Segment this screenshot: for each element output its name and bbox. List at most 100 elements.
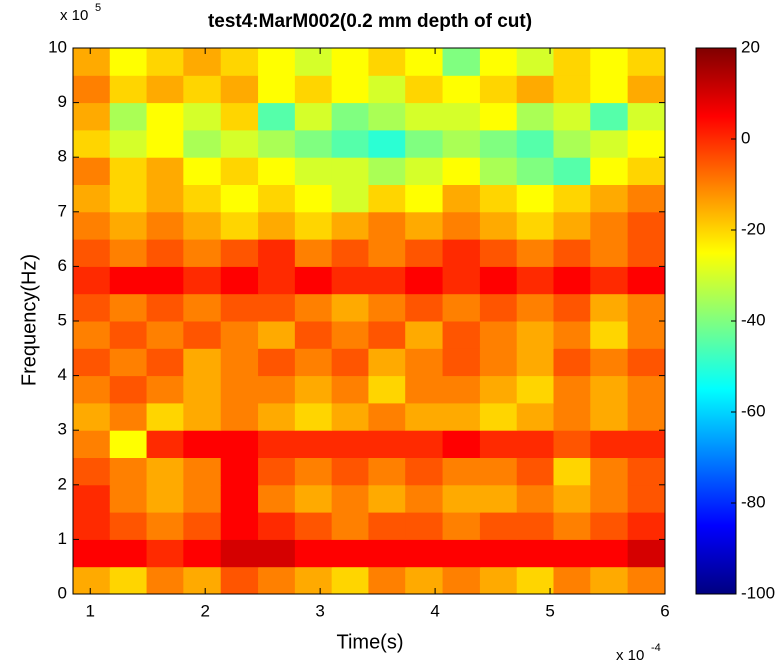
heatmap-cell bbox=[294, 539, 333, 568]
heatmap-cell bbox=[405, 293, 444, 322]
heatmap-cell bbox=[627, 266, 666, 295]
heatmap-cell bbox=[73, 211, 111, 240]
heatmap-cell bbox=[627, 375, 666, 404]
colorbar-tick-label: 20 bbox=[741, 37, 760, 56]
heatmap-cell bbox=[220, 566, 259, 595]
heatmap-cell bbox=[553, 512, 591, 540]
heatmap-cell bbox=[146, 348, 184, 377]
heatmap-cell bbox=[627, 129, 666, 158]
heatmap-cell bbox=[109, 102, 148, 131]
heatmap-cell bbox=[73, 266, 111, 295]
heatmap-cell bbox=[73, 48, 111, 76]
heatmap-cell bbox=[516, 430, 554, 458]
heatmap-cell bbox=[183, 293, 222, 322]
heatmap-cell bbox=[627, 211, 666, 240]
heatmap-cell bbox=[553, 129, 591, 158]
heatmap-cell bbox=[294, 184, 333, 213]
heatmap-cell bbox=[109, 321, 148, 349]
heatmap-cell bbox=[442, 48, 481, 76]
heatmap-cell bbox=[553, 321, 591, 349]
heatmap-cell bbox=[516, 157, 554, 185]
heatmap-cell bbox=[220, 484, 259, 513]
heatmap-cell bbox=[553, 430, 591, 458]
chart-title: test4:MarM002(0.2 mm depth of cut) bbox=[208, 11, 532, 32]
heatmap-cell bbox=[553, 375, 591, 404]
heatmap-cell bbox=[331, 566, 369, 595]
heatmap-cell bbox=[442, 430, 481, 458]
heatmap-cell bbox=[258, 239, 296, 267]
heatmap-cell bbox=[442, 184, 481, 213]
heatmap-cell bbox=[183, 321, 222, 349]
heatmap-cell bbox=[258, 457, 296, 486]
heatmap-cell bbox=[590, 539, 629, 568]
heatmap-cell bbox=[368, 239, 406, 267]
heatmap-cell bbox=[627, 102, 666, 131]
heatmap-cell bbox=[73, 566, 111, 595]
heatmap-cell bbox=[331, 75, 369, 104]
heatmap-cell bbox=[590, 321, 629, 349]
heatmap-cell bbox=[479, 375, 518, 404]
heatmap-cell bbox=[109, 430, 148, 458]
heatmap-cell bbox=[183, 48, 222, 76]
heatmap-cell bbox=[442, 512, 481, 540]
heatmap-cell bbox=[220, 157, 259, 185]
heatmap-cell bbox=[479, 539, 518, 568]
heatmap-cell bbox=[516, 402, 554, 431]
x-tick-label: 6 bbox=[660, 601, 669, 620]
heatmap-cell bbox=[479, 48, 518, 76]
heatmap-cell bbox=[294, 102, 333, 131]
heatmap-cell bbox=[368, 102, 406, 131]
heatmap-cell bbox=[183, 239, 222, 267]
heatmap-cell bbox=[590, 375, 629, 404]
heatmap-cell bbox=[405, 402, 444, 431]
heatmap-cell bbox=[627, 539, 666, 568]
heatmap-cell bbox=[220, 348, 259, 377]
heatmap-cell bbox=[146, 129, 184, 158]
heatmap-cell bbox=[183, 348, 222, 377]
heatmap-cell bbox=[590, 266, 629, 295]
y-tick-label: 8 bbox=[58, 147, 67, 166]
heatmap-cell bbox=[479, 430, 518, 458]
x-tick-label: 4 bbox=[430, 601, 439, 620]
heatmap-cell bbox=[627, 184, 666, 213]
heatmap-cell bbox=[479, 129, 518, 158]
heatmap-cell bbox=[442, 211, 481, 240]
heatmap-cell bbox=[516, 375, 554, 404]
heatmap-cell bbox=[405, 321, 444, 349]
heatmap-cell bbox=[627, 430, 666, 458]
heatmap-cell bbox=[258, 321, 296, 349]
colorbar-tick-label: 0 bbox=[741, 128, 750, 147]
heatmap-cell bbox=[294, 402, 333, 431]
heatmap-cell bbox=[146, 539, 184, 568]
heatmap-cell bbox=[183, 266, 222, 295]
heatmap-cell bbox=[516, 321, 554, 349]
heatmap-cell bbox=[109, 184, 148, 213]
heatmap-cell bbox=[479, 75, 518, 104]
heatmap-cell bbox=[146, 402, 184, 431]
heatmap-cell bbox=[220, 102, 259, 131]
heatmap-cell bbox=[331, 375, 369, 404]
heatmap-cell bbox=[331, 293, 369, 322]
heatmap-cell bbox=[368, 348, 406, 377]
y-tick-label: 1 bbox=[58, 529, 67, 548]
heatmap-cell bbox=[183, 457, 222, 486]
heatmap-cell bbox=[442, 321, 481, 349]
x-tick-label: 2 bbox=[200, 601, 209, 620]
heatmap-cell bbox=[590, 457, 629, 486]
heatmap-cell bbox=[627, 75, 666, 104]
y-tick-label: 4 bbox=[58, 365, 67, 384]
heatmap-cell bbox=[146, 266, 184, 295]
heatmap-cell bbox=[516, 75, 554, 104]
heatmap-cell bbox=[479, 457, 518, 486]
heatmap-cell bbox=[590, 184, 629, 213]
heatmap-cell bbox=[479, 102, 518, 131]
heatmap-cell bbox=[590, 129, 629, 158]
heatmap-cell bbox=[590, 157, 629, 185]
heatmap-cell bbox=[590, 293, 629, 322]
heatmap-cell bbox=[368, 566, 406, 595]
colorbar-tick-label: -80 bbox=[741, 492, 766, 511]
heatmap-cell bbox=[590, 211, 629, 240]
heatmap-cell bbox=[553, 402, 591, 431]
heatmap-cell bbox=[331, 321, 369, 349]
heatmap-cell bbox=[627, 512, 666, 540]
